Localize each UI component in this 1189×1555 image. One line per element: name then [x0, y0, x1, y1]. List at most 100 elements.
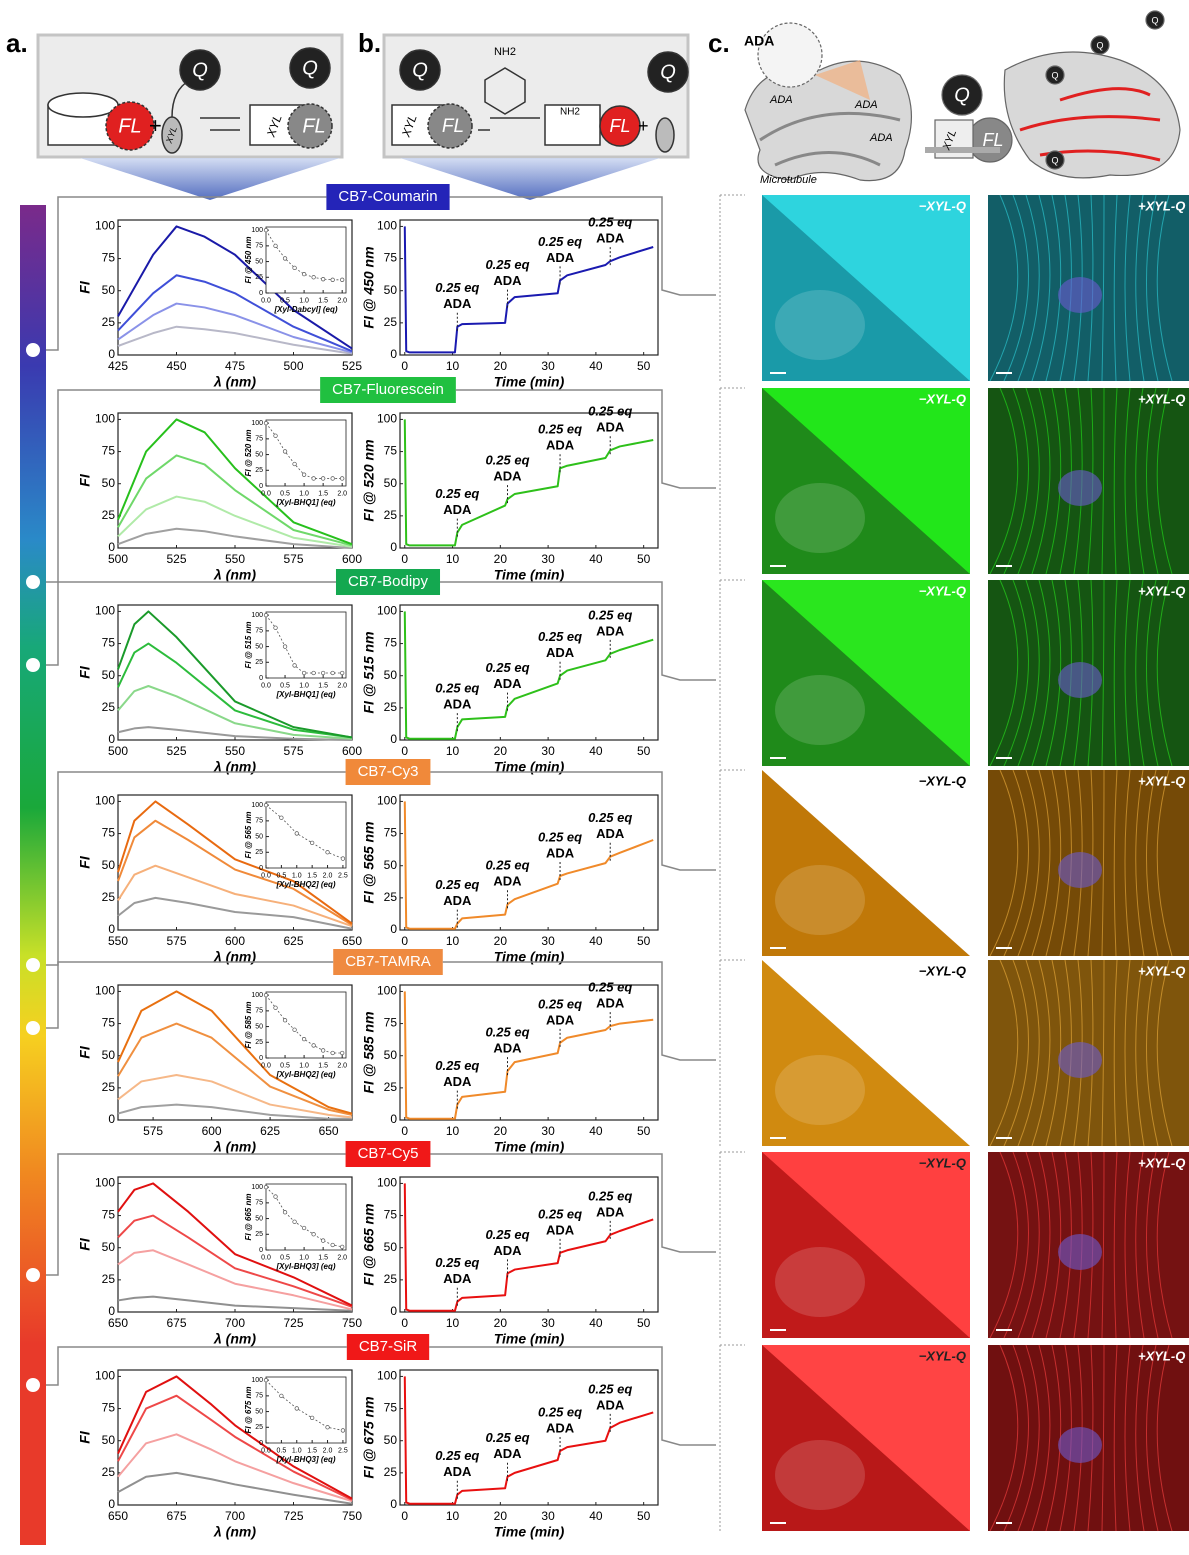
x-tick-label: 550	[225, 552, 245, 566]
annotation: 0.25 eq	[485, 1430, 529, 1445]
bar-dot	[26, 1268, 40, 1282]
annotation: ADA	[493, 676, 522, 691]
x-tick-label: 30	[541, 1509, 555, 1523]
x-tick-label: 10	[446, 552, 460, 566]
bar-dot	[26, 958, 40, 972]
image-label: −XYL-Q	[919, 198, 966, 213]
y-tick-label: 50	[255, 833, 263, 840]
bar-dot	[26, 658, 40, 672]
x-tick-label: 0	[401, 1124, 408, 1138]
x-tick-label: 0.5	[280, 490, 290, 497]
x-tick-label: 2.0	[337, 297, 347, 304]
x-tick-label: 0.5	[280, 1254, 290, 1261]
y-tick-label: 0	[108, 922, 115, 936]
x-axis-label: [Xyl-BHQ3] (eq)	[275, 1262, 335, 1271]
y-tick-label: 25	[384, 700, 398, 714]
y-tick-label: 100	[95, 794, 115, 808]
data-point	[293, 1028, 297, 1032]
y-axis-label: FI @ 520 nm	[244, 430, 253, 477]
spectrum-bar	[20, 205, 46, 1545]
y-axis-label: FI @ 675 nm	[244, 1387, 253, 1434]
data-point	[302, 1226, 306, 1230]
y-tick-label: 50	[255, 451, 263, 458]
x-axis-label: Time (min)	[494, 374, 565, 390]
x-tick-label: 40	[589, 359, 603, 373]
y-tick-label: 25	[102, 508, 116, 522]
bar-dot	[26, 1021, 40, 1035]
y-axis-label: FI @ 450 nm	[361, 246, 377, 328]
y-tick-label: 0	[108, 540, 115, 554]
y-tick-label: 0	[390, 732, 397, 746]
y-tick-label: 0	[259, 1247, 263, 1254]
row-title: CB7-Bodipy	[348, 573, 429, 590]
y-tick-label: 50	[384, 1048, 398, 1062]
y-axis-label: FI @ 585 nm	[361, 1011, 377, 1093]
label: ADA	[744, 33, 774, 49]
y-tick-label: 25	[384, 890, 398, 904]
cell	[775, 1055, 865, 1125]
y-tick-label: 100	[251, 420, 263, 427]
y-tick-label: 0	[108, 732, 115, 746]
x-axis-label: Time (min)	[494, 1524, 565, 1540]
x-tick-label: 50	[637, 1124, 651, 1138]
y-tick-label: 0	[108, 1112, 115, 1126]
x-tick-label: 0.5	[280, 297, 290, 304]
x-axis-label: [Xyl-Dabcyl] (eq)	[273, 305, 337, 314]
label: NH2	[560, 107, 580, 118]
x-tick-label: 40	[589, 552, 603, 566]
y-tick-label: 0	[390, 922, 397, 936]
data-point	[326, 850, 330, 854]
data-point	[326, 1425, 330, 1429]
data-point	[340, 1051, 344, 1055]
data-point	[293, 664, 297, 668]
x-axis-label: λ (nm)	[213, 1331, 256, 1347]
x-tick-label: 1.5	[307, 872, 317, 879]
plot-frame	[266, 227, 346, 293]
x-tick-label: 0.0	[261, 297, 271, 304]
label: Q	[412, 59, 428, 81]
data-point	[321, 477, 325, 481]
annotation: 0.25 eq	[538, 1404, 582, 1419]
y-tick-label: 100	[251, 227, 263, 234]
y-axis-label: FI	[77, 1045, 93, 1059]
x-tick-label: 750	[342, 1509, 362, 1523]
image-label: +XYL-Q	[1138, 773, 1185, 788]
x-tick-label: 20	[494, 359, 508, 373]
x-tick-label: 0	[401, 1316, 408, 1330]
x-tick-label: 450	[166, 359, 186, 373]
annotation: 0.25 eq	[435, 486, 479, 501]
data-point	[321, 671, 325, 675]
bar-dot	[26, 575, 40, 589]
annotation: 0.25 eq	[588, 404, 632, 419]
data-point	[274, 1195, 278, 1199]
y-tick-label: 25	[255, 1231, 263, 1238]
x-tick-label: 2.0	[323, 872, 333, 879]
label: FL	[302, 115, 325, 137]
x-tick-label: 2.5	[338, 1447, 348, 1454]
annotation: ADA	[443, 1074, 472, 1089]
x-tick-label: 600	[342, 744, 362, 758]
annotation: ADA	[546, 438, 575, 453]
x-tick-label: 1.0	[292, 872, 302, 879]
annotation: 0.25 eq	[485, 1227, 529, 1242]
wedge	[80, 158, 340, 200]
y-tick-label: 25	[384, 315, 398, 329]
data-point	[312, 275, 316, 279]
image-label: +XYL-Q	[1138, 1348, 1185, 1363]
y-tick-label: 75	[255, 436, 263, 443]
x-tick-label: 1.5	[318, 682, 328, 689]
annotation: 0.25 eq	[435, 1448, 479, 1463]
x-tick-label: 1.0	[299, 297, 309, 304]
x-tick-label: 30	[541, 934, 555, 948]
label: +	[638, 116, 649, 136]
y-tick-label: 25	[384, 1080, 398, 1094]
y-tick-label: 0	[259, 1440, 263, 1447]
y-tick-label: 75	[384, 1401, 398, 1415]
image-label: −XYL-Q	[919, 963, 966, 978]
x-tick-label: 30	[541, 552, 555, 566]
annotation: 0.25 eq	[485, 1025, 529, 1040]
x-tick-label: 10	[446, 1316, 460, 1330]
x-tick-label: 0	[401, 552, 408, 566]
data-point	[280, 1394, 284, 1398]
y-tick-label: 75	[255, 1008, 263, 1015]
